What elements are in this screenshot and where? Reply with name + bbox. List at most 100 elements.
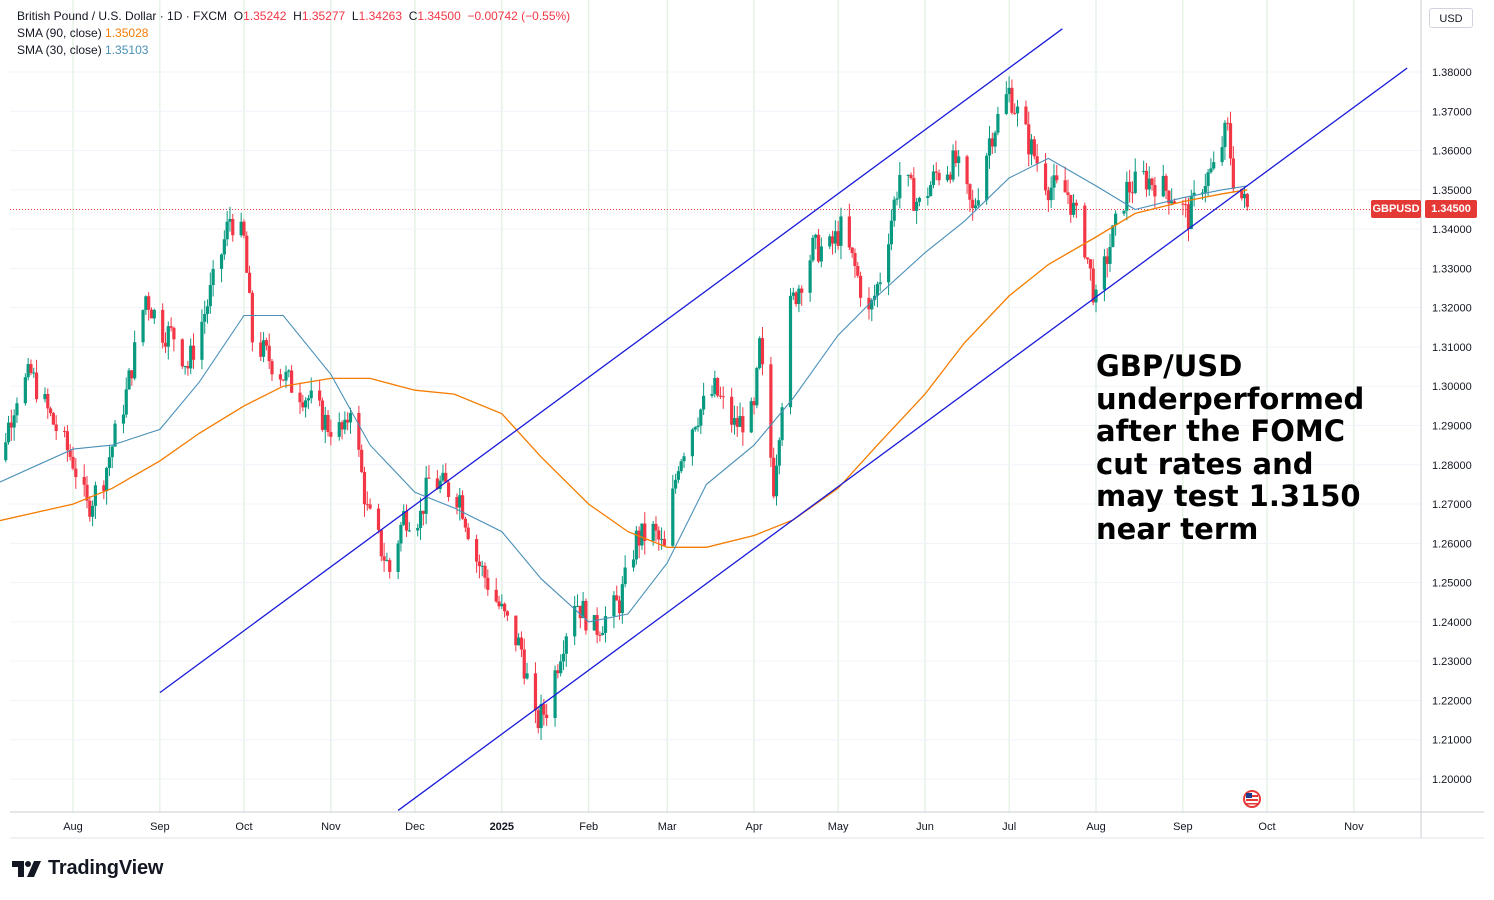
- candle-body: [716, 378, 720, 396]
- candle-body: [559, 661, 563, 674]
- candle-body: [1091, 268, 1095, 303]
- candle-body: [1105, 256, 1109, 264]
- time-tick-label: Jul: [1002, 821, 1016, 833]
- candle-body: [620, 584, 624, 614]
- candle-body: [772, 457, 776, 497]
- candle-body: [996, 113, 1000, 133]
- legend-sma90-row[interactable]: SMA (90, close) 1.35028: [17, 25, 570, 42]
- candle-body: [699, 409, 703, 426]
- candle-body: [721, 396, 725, 398]
- channel-lower-line[interactable]: [397, 67, 1408, 811]
- event-flag-icon[interactable]: [1243, 790, 1261, 808]
- candle-body: [337, 422, 341, 437]
- candle-body: [892, 199, 896, 221]
- candle-body: [1035, 156, 1039, 164]
- candle-body: [301, 402, 305, 408]
- candle-body: [659, 538, 664, 540]
- price-tick-label: 1.20000: [1432, 774, 1472, 786]
- channel-upper-line[interactable]: [159, 28, 1063, 694]
- candle-body: [561, 653, 566, 662]
- time-tick-label: Sep: [1173, 821, 1193, 833]
- candle-body: [427, 477, 431, 479]
- candle-body: [828, 236, 832, 247]
- candle-body: [657, 530, 661, 540]
- candle-body: [110, 446, 114, 458]
- candle-body: [340, 422, 344, 430]
- candle-body: [259, 342, 263, 357]
- candle-body: [755, 367, 759, 406]
- candle-body: [671, 488, 675, 546]
- candle-body: [542, 704, 546, 715]
- candle-body: [623, 567, 627, 585]
- candle-body: [284, 371, 288, 381]
- candle-body: [1144, 170, 1149, 190]
- candle-body: [1209, 168, 1213, 173]
- candle-body: [219, 254, 224, 269]
- vertical-gridlines: [72, 0, 1355, 812]
- candle-body: [730, 396, 734, 425]
- tradingview-logo[interactable]: TradingView: [12, 857, 163, 880]
- candle-body: [144, 296, 148, 311]
- candlestick-series: [4, 76, 1249, 740]
- candle-body: [976, 200, 980, 206]
- candle-body: [533, 673, 538, 711]
- candle-body: [926, 196, 930, 198]
- chart-legend: British Pound / U.S. Dollar · 1D · FXCM …: [17, 8, 570, 59]
- candle-body: [578, 605, 582, 619]
- candle-body: [68, 450, 72, 457]
- high-label: H: [293, 9, 302, 23]
- candle-body: [1167, 190, 1171, 204]
- candle-body: [71, 456, 75, 469]
- candle-body: [1125, 181, 1129, 211]
- time-tick-label: Mar: [658, 821, 677, 833]
- last-price-tag: 1.34500: [1425, 200, 1477, 218]
- candle-body: [320, 400, 325, 430]
- currency-button[interactable]: USD: [1429, 8, 1473, 28]
- candle-body: [203, 313, 207, 322]
- candle-body: [1172, 201, 1177, 204]
- candle-body: [1223, 122, 1227, 148]
- candle-body: [738, 416, 742, 427]
- candle-body: [1024, 106, 1028, 125]
- candle-body: [718, 395, 723, 397]
- legend-sma30-row[interactable]: SMA (30, close) 1.35103: [17, 42, 570, 59]
- sma90-value: 1.35028: [105, 26, 149, 40]
- candle-body: [368, 504, 372, 509]
- candle-body: [951, 150, 955, 180]
- candle-body: [702, 395, 706, 410]
- candle-body: [189, 345, 193, 369]
- candle-body: [603, 616, 608, 633]
- candle-body: [376, 508, 381, 530]
- candle-body: [1085, 257, 1090, 260]
- candle-body: [1032, 139, 1036, 157]
- time-axis[interactable]: Aug Sep Oct Nov Dec 2025 Feb Mar Apr May Jun Jul Aug…: [63, 821, 1364, 833]
- candle-body: [91, 505, 95, 517]
- candle-body: [1133, 171, 1137, 193]
- candle-body: [149, 309, 154, 319]
- candle-body: [163, 342, 168, 347]
- candle-body: [298, 392, 302, 403]
- symbol-title[interactable]: British Pound / U.S. Dollar · 1D · FXCM: [17, 9, 228, 23]
- candle-body: [1170, 201, 1174, 204]
- candle-body: [124, 389, 128, 415]
- candle-body: [1228, 123, 1233, 159]
- candle-body: [1029, 139, 1034, 155]
- price-tick-label: 1.34000: [1432, 224, 1472, 236]
- candle-body: [460, 495, 465, 519]
- low-label: L: [351, 9, 359, 23]
- candle-body: [43, 393, 47, 400]
- candle-body: [749, 401, 753, 433]
- candle-body: [1083, 205, 1087, 258]
- candle-body: [1049, 187, 1053, 201]
- candle-body: [1212, 162, 1216, 169]
- candle-body: [906, 174, 910, 176]
- candle-body: [500, 603, 504, 607]
- candle-body: [522, 649, 526, 679]
- candle-body: [752, 401, 756, 406]
- candle-body: [601, 632, 605, 636]
- candle-body: [1153, 184, 1157, 197]
- candle-body: [278, 374, 283, 380]
- candle-body: [808, 260, 812, 293]
- price-axis[interactable]: 1.20000 1.21000 1.22000 1.23000 1.24000 1.250…: [1432, 67, 1472, 786]
